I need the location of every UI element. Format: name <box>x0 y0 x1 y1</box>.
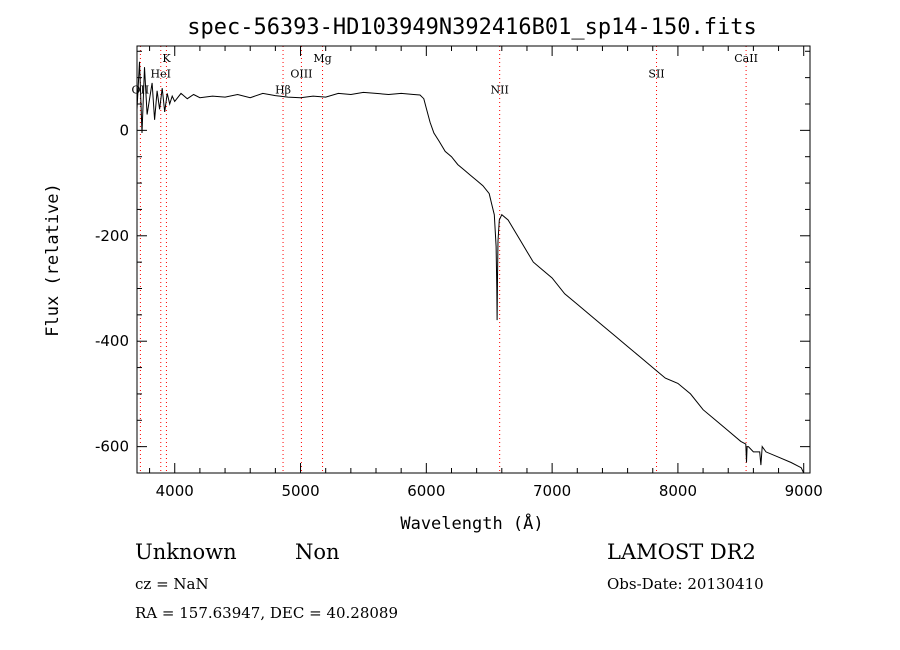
obs-date: Obs-Date: 20130410 <box>607 575 764 593</box>
spectrum-plot: spec-56393-HD103949N392416B01_sp14-150.f… <box>43 15 823 534</box>
line-label-2: K <box>162 52 171 65</box>
x-tick-label-2: 6000 <box>407 482 445 500</box>
x-tick-label-1: 5000 <box>281 482 319 500</box>
y-tick-label-2: -400 <box>95 332 129 350</box>
y-tick-label-0: 0 <box>119 121 129 139</box>
plot-frame <box>136 45 811 474</box>
y-tick-label-3: -600 <box>95 438 129 456</box>
object-subclass: Non <box>295 540 340 564</box>
line-label-8: CaII <box>734 52 758 65</box>
object-class: Unknown <box>135 540 237 564</box>
survey-name: LAMOST DR2 <box>607 540 756 564</box>
line-label-1: HeI <box>151 68 171 81</box>
line-label-6: NII <box>491 83 509 96</box>
chart-title: spec-56393-HD103949N392416B01_sp14-150.f… <box>187 15 757 40</box>
cz-value: cz = NaN <box>135 575 209 593</box>
x-tick-label-3: 7000 <box>533 482 571 500</box>
x-tick-label-4: 8000 <box>659 482 697 500</box>
y-axis-label: Flux (relative) <box>43 183 63 337</box>
x-axis-label: Wavelength (Å) <box>400 512 543 534</box>
axes: 4000 5000 6000 7000 8000 9000 0 -200 -400 -600 <box>95 46 823 500</box>
line-label-5: Mg <box>313 52 331 65</box>
x-tick-label-5: 9000 <box>785 482 823 500</box>
y-tick-label-1: -200 <box>95 227 129 245</box>
coordinates: RA = 157.63947, DEC = 40.28089 <box>135 604 399 622</box>
line-label-4: OIII <box>290 68 312 81</box>
line-label-3: Hβ <box>275 83 291 96</box>
line-label-7: SII <box>648 68 664 81</box>
x-tick-label-0: 4000 <box>156 482 194 500</box>
spectrum-line <box>136 61 805 474</box>
